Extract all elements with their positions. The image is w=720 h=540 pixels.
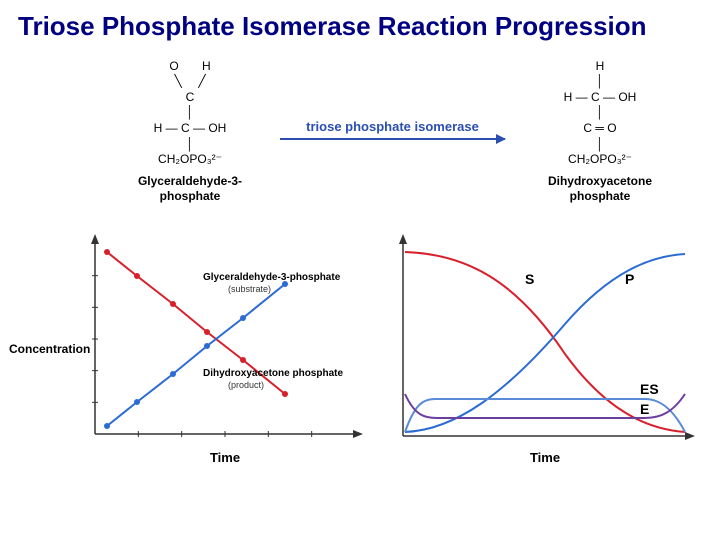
charts-row: Concentration Glyceraldehyde-3-phosphate… bbox=[0, 234, 720, 465]
mol-line: │ bbox=[520, 74, 680, 90]
x-axis-label-left: Time bbox=[85, 450, 365, 465]
mol-line: C ═ O bbox=[520, 121, 680, 137]
mol-line: C bbox=[120, 90, 260, 106]
mol-line: │ bbox=[120, 105, 260, 121]
mol-line: │ bbox=[520, 137, 680, 153]
mol-line: CH₂OPO₃²⁻ bbox=[120, 152, 260, 168]
product-name: Dihydroxyacetone phosphate bbox=[520, 174, 680, 205]
mol-line: H bbox=[520, 59, 680, 75]
svg-text:E: E bbox=[640, 401, 649, 417]
svg-text:S: S bbox=[525, 271, 534, 287]
arrow-icon bbox=[280, 138, 505, 140]
svg-text:(substrate): (substrate) bbox=[228, 284, 271, 294]
page-title: Triose Phosphate Isomerase Reaction Prog… bbox=[0, 0, 720, 41]
mol-line: CH₂OPO₃²⁻ bbox=[520, 152, 680, 168]
chart-left-svg: Glyceraldehyde-3-phosphate(substrate) Dih… bbox=[85, 234, 365, 444]
svg-text:Glyceraldehyde-3-phosphate: Glyceraldehyde-3-phosphate bbox=[203, 272, 341, 283]
reaction-scheme: O H ╲ ╱ C │ H — C — OH │ CH₂OPO₃²⁻ Glyce… bbox=[20, 59, 700, 219]
product-structure: H │ H — C — OH │ C ═ O │ CH₂OPO₃²⁻ Dihyd… bbox=[520, 59, 680, 205]
mol-line: │ bbox=[520, 105, 680, 121]
substrate-structure: O H ╲ ╱ C │ H — C — OH │ CH₂OPO₃²⁻ Glyce… bbox=[120, 59, 260, 205]
svg-text:ES: ES bbox=[640, 381, 659, 397]
kinetics-chart: S P ES E Time bbox=[395, 234, 695, 465]
enzyme-label: triose phosphate isomerase bbox=[280, 119, 505, 134]
concentration-chart: Concentration Glyceraldehyde-3-phosphate… bbox=[85, 234, 365, 465]
reaction-arrow: triose phosphate isomerase bbox=[280, 119, 505, 140]
svg-text:Dihydroxyacetone phosphate: Dihydroxyacetone phosphate bbox=[203, 368, 343, 379]
chart-right-svg: S P ES E bbox=[395, 234, 695, 444]
substrate-name: Glyceraldehyde-3-phosphate bbox=[120, 174, 260, 205]
svg-text:(product): (product) bbox=[228, 380, 264, 390]
x-axis-label-right: Time bbox=[395, 450, 695, 465]
mol-line: H — C — OH bbox=[520, 90, 680, 106]
svg-text:P: P bbox=[625, 271, 634, 287]
mol-line: H — C — OH bbox=[120, 121, 260, 137]
mol-line: │ bbox=[120, 137, 260, 153]
y-axis-label: Concentration bbox=[9, 342, 81, 356]
mol-line: O H bbox=[120, 59, 260, 75]
mol-line: ╲ ╱ bbox=[120, 74, 260, 90]
